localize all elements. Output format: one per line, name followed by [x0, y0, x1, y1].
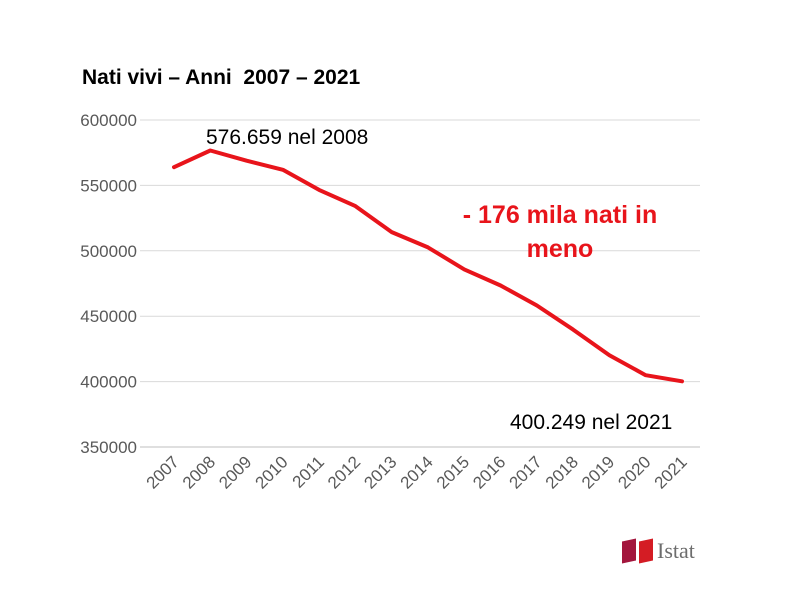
x-tick-label: 2011 [289, 452, 328, 491]
chart-title: Nati vivi – Anni 2007 – 2021 [82, 66, 361, 89]
series-line [172, 148, 684, 384]
x-tick-label: 2015 [433, 452, 473, 492]
x-tick-label: 2013 [360, 452, 400, 492]
y-tick-label: 500000 [80, 242, 137, 261]
x-tick-label: 2010 [252, 452, 292, 492]
y-tick-label: 450000 [80, 307, 137, 326]
callout-text: - 176 mila nati in meno [462, 201, 658, 263]
x-tick-label: 2014 [397, 452, 437, 492]
y-tick-label: 600000 [80, 111, 137, 130]
x-tick-label: 2018 [542, 452, 582, 492]
x-tick-label: 2009 [215, 452, 255, 492]
x-tick-label: 2007 [143, 452, 183, 492]
x-tick-label: 2019 [578, 452, 618, 492]
gridlines [140, 119, 700, 448]
x-axis-ticks: 2007200820092010201120122013201420152016… [143, 452, 691, 492]
istat-logo: Istat [622, 538, 695, 564]
x-tick-label: 2012 [324, 452, 364, 492]
x-tick-label: 2017 [506, 452, 546, 492]
series-layer [172, 148, 684, 384]
annotation-max: 576.659 nel 2008 [206, 126, 368, 149]
x-tick-label: 2020 [614, 452, 654, 492]
x-tick-label: 2021 [651, 452, 691, 492]
x-tick-label: 2016 [469, 452, 509, 492]
y-tick-label: 400000 [80, 373, 137, 392]
istat-logo-mark [622, 538, 653, 564]
y-tick-label: 350000 [80, 438, 137, 457]
y-tick-label: 550000 [80, 176, 137, 195]
istat-logo-text: Istat [657, 538, 695, 563]
y-axis-ticks: 600000 550000 500000 450000 400000 350000 [80, 111, 137, 457]
x-tick-label: 2008 [179, 452, 219, 492]
annotation-min: 400.249 nel 2021 [510, 411, 672, 434]
